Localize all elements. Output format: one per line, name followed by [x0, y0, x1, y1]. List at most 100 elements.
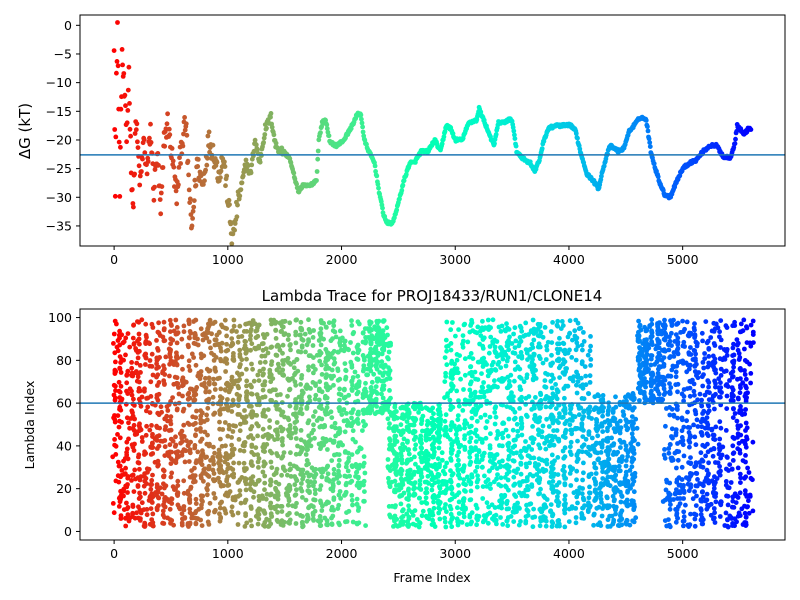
bottom-data-point	[186, 459, 192, 464]
bottom-data-point	[162, 416, 168, 422]
bottom-data-point	[147, 363, 153, 369]
bottom-data-point	[429, 487, 435, 493]
bottom-data-point	[131, 341, 137, 347]
bottom-data-point	[136, 336, 142, 342]
top-data-point	[118, 144, 123, 150]
bottom-data-point	[137, 379, 142, 385]
bottom-data-point	[401, 405, 406, 411]
bottom-data-point	[474, 522, 479, 528]
bottom-data-point	[531, 363, 536, 369]
bottom-data-point	[157, 355, 163, 360]
top-data-point	[273, 140, 279, 146]
bottom-data-point	[248, 480, 254, 486]
bottom-data-point	[336, 391, 342, 397]
bottom-data-point	[257, 360, 263, 365]
bottom-data-point	[293, 404, 299, 410]
top-data-point	[145, 159, 151, 164]
bottom-data-point	[137, 388, 143, 394]
bottom-data-point	[246, 403, 252, 409]
bottom-data-point	[444, 509, 449, 515]
bottom-data-point	[241, 460, 247, 466]
bottom-data-point	[143, 432, 149, 438]
bottom-data-point	[346, 458, 351, 464]
bottom-data-point	[542, 378, 548, 383]
bottom-data-point	[335, 506, 341, 511]
bottom-data-point	[316, 441, 322, 447]
top-data-point	[222, 159, 227, 165]
bottom-data-point	[475, 473, 480, 479]
bottom-data-point	[125, 490, 130, 495]
bottom-data-point	[249, 361, 254, 367]
bottom-data-point	[162, 453, 168, 458]
bottom-data-point	[504, 506, 510, 512]
bottom-data-point	[394, 439, 400, 444]
y-tick-label: −10	[46, 75, 72, 90]
bottom-data-point	[572, 328, 578, 334]
bottom-data-point	[435, 471, 441, 477]
bottom-data-point	[382, 370, 387, 375]
bottom-data-point	[223, 510, 229, 516]
bottom-data-point	[206, 474, 212, 479]
y-tick-label: −25	[46, 161, 72, 176]
bottom-data-point	[332, 360, 338, 366]
top-data-point	[234, 214, 240, 220]
top-data-point	[235, 202, 240, 208]
bottom-data-point	[425, 427, 430, 433]
bottom-data-point	[363, 523, 368, 528]
bottom-data-point	[118, 370, 124, 375]
bottom-data-point	[292, 482, 298, 488]
bottom-data-point	[217, 394, 223, 399]
bottom-data-point	[581, 470, 586, 476]
bottom-data-point	[310, 364, 316, 370]
bottom-data-point	[242, 476, 248, 481]
bottom-data-point	[174, 361, 180, 367]
bottom-data-point	[266, 524, 271, 529]
bottom-data-point	[136, 396, 142, 402]
bottom-data-point	[588, 363, 593, 368]
top-data-point	[218, 168, 224, 174]
bottom-data-point	[294, 478, 300, 483]
bottom-data-point	[336, 471, 341, 476]
bottom-data-point	[143, 362, 148, 367]
bottom-data-point	[213, 355, 219, 360]
bottom-data-point	[488, 486, 493, 491]
bottom-data-point	[505, 523, 511, 529]
bottom-data-point	[146, 466, 152, 472]
bottom-data-point	[267, 503, 273, 509]
bottom-data-point	[518, 418, 524, 423]
top-data-point	[173, 188, 179, 194]
bottom-data-point	[473, 445, 478, 450]
bottom-data-point	[354, 469, 360, 475]
bottom-data-point	[316, 397, 322, 403]
bottom-data-point	[248, 506, 254, 511]
bottom-data-point	[143, 351, 149, 357]
top-data-point	[655, 174, 661, 180]
bottom-data-point	[421, 451, 427, 456]
bottom-data-point	[521, 379, 527, 385]
bottom-data-point	[153, 490, 159, 495]
bottom-data-point	[429, 453, 435, 459]
bottom-data-point	[303, 497, 309, 503]
bottom-data-point	[461, 465, 467, 470]
bottom-data-point	[117, 418, 122, 424]
bottom-data-point	[295, 443, 300, 449]
top-data-point	[294, 181, 299, 187]
bottom-data-point	[307, 398, 313, 404]
bottom-data-point	[260, 347, 266, 353]
bottom-data-point	[491, 479, 497, 485]
top-data-point	[178, 161, 184, 166]
top-data-point	[375, 181, 381, 187]
bottom-data-point	[210, 467, 216, 473]
bottom-data-point	[445, 391, 451, 396]
bottom-data-point	[367, 394, 373, 399]
top-data-point	[117, 194, 123, 199]
bottom-data-point	[275, 519, 281, 524]
bottom-data-point	[195, 449, 201, 455]
bottom-data-point	[554, 489, 560, 494]
bottom-data-point	[386, 479, 392, 485]
bottom-data-point	[412, 469, 417, 475]
bottom-data-point	[538, 330, 544, 336]
bottom-data-point	[455, 505, 460, 511]
bottom-data-point	[430, 434, 436, 440]
bottom-data-point	[424, 501, 430, 506]
